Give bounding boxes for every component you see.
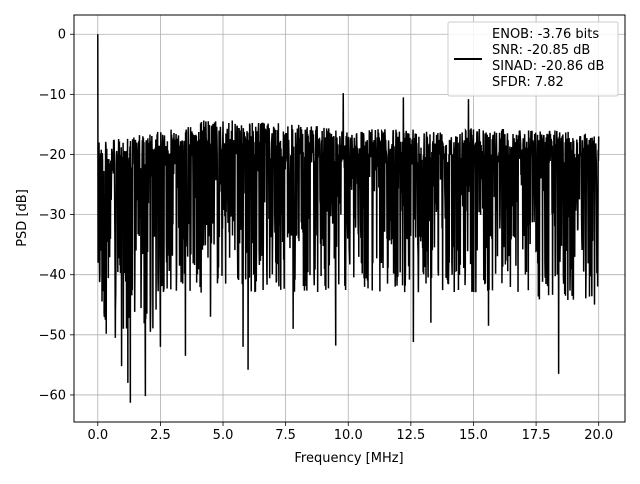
y-tick-label-1: −10 xyxy=(39,88,66,103)
legend-text-sinad: SINAD: -20.86 dB xyxy=(492,59,604,74)
y-tick-label-0: 0 xyxy=(58,28,66,43)
psd-series-line xyxy=(97,34,600,403)
x-tick-label-6: 15.0 xyxy=(459,428,488,443)
x-tick-label-5: 12.5 xyxy=(396,428,425,443)
y-axis-label: PSD [dB] xyxy=(15,189,30,247)
y-tick-label-6: −60 xyxy=(39,388,66,403)
y-tick-label-3: −30 xyxy=(39,208,66,223)
legend-box xyxy=(447,21,619,97)
axes xyxy=(73,14,626,423)
y-tick-label-5: −50 xyxy=(39,328,66,343)
x-axis-label: Frequency [MHz] xyxy=(294,451,403,466)
legend-text-sfdr: SFDR: 7.82 xyxy=(492,75,564,90)
x-tick-label-1: 2.5 xyxy=(150,428,171,443)
x-tick-label-2: 5.0 xyxy=(213,428,234,443)
x-tick-label-7: 17.5 xyxy=(522,428,551,443)
legend-text-snr: SNR: -20.85 dB xyxy=(492,43,590,58)
legend-text-enob: ENOB: -3.76 bits xyxy=(492,27,599,42)
x-tick-label-3: 7.5 xyxy=(275,428,296,443)
y-tick-label-2: −20 xyxy=(39,148,66,163)
x-tick-label-0: 0.0 xyxy=(87,428,108,443)
series-layer xyxy=(97,34,600,403)
legend: ENOB: -3.76 bits SNR: -20.85 dB SINAD: -… xyxy=(447,21,619,97)
x-tick-label-4: 10.0 xyxy=(334,428,363,443)
x-tick-label-8: 20.0 xyxy=(584,428,613,443)
y-tick-label-4: −40 xyxy=(39,268,66,283)
plot-frame xyxy=(73,14,626,423)
tick-marks: 0.0 2.5 5.0 7.5 10.0 12.5 15.0 17.5 20.0 0 −10 −20 −… xyxy=(39,28,614,443)
